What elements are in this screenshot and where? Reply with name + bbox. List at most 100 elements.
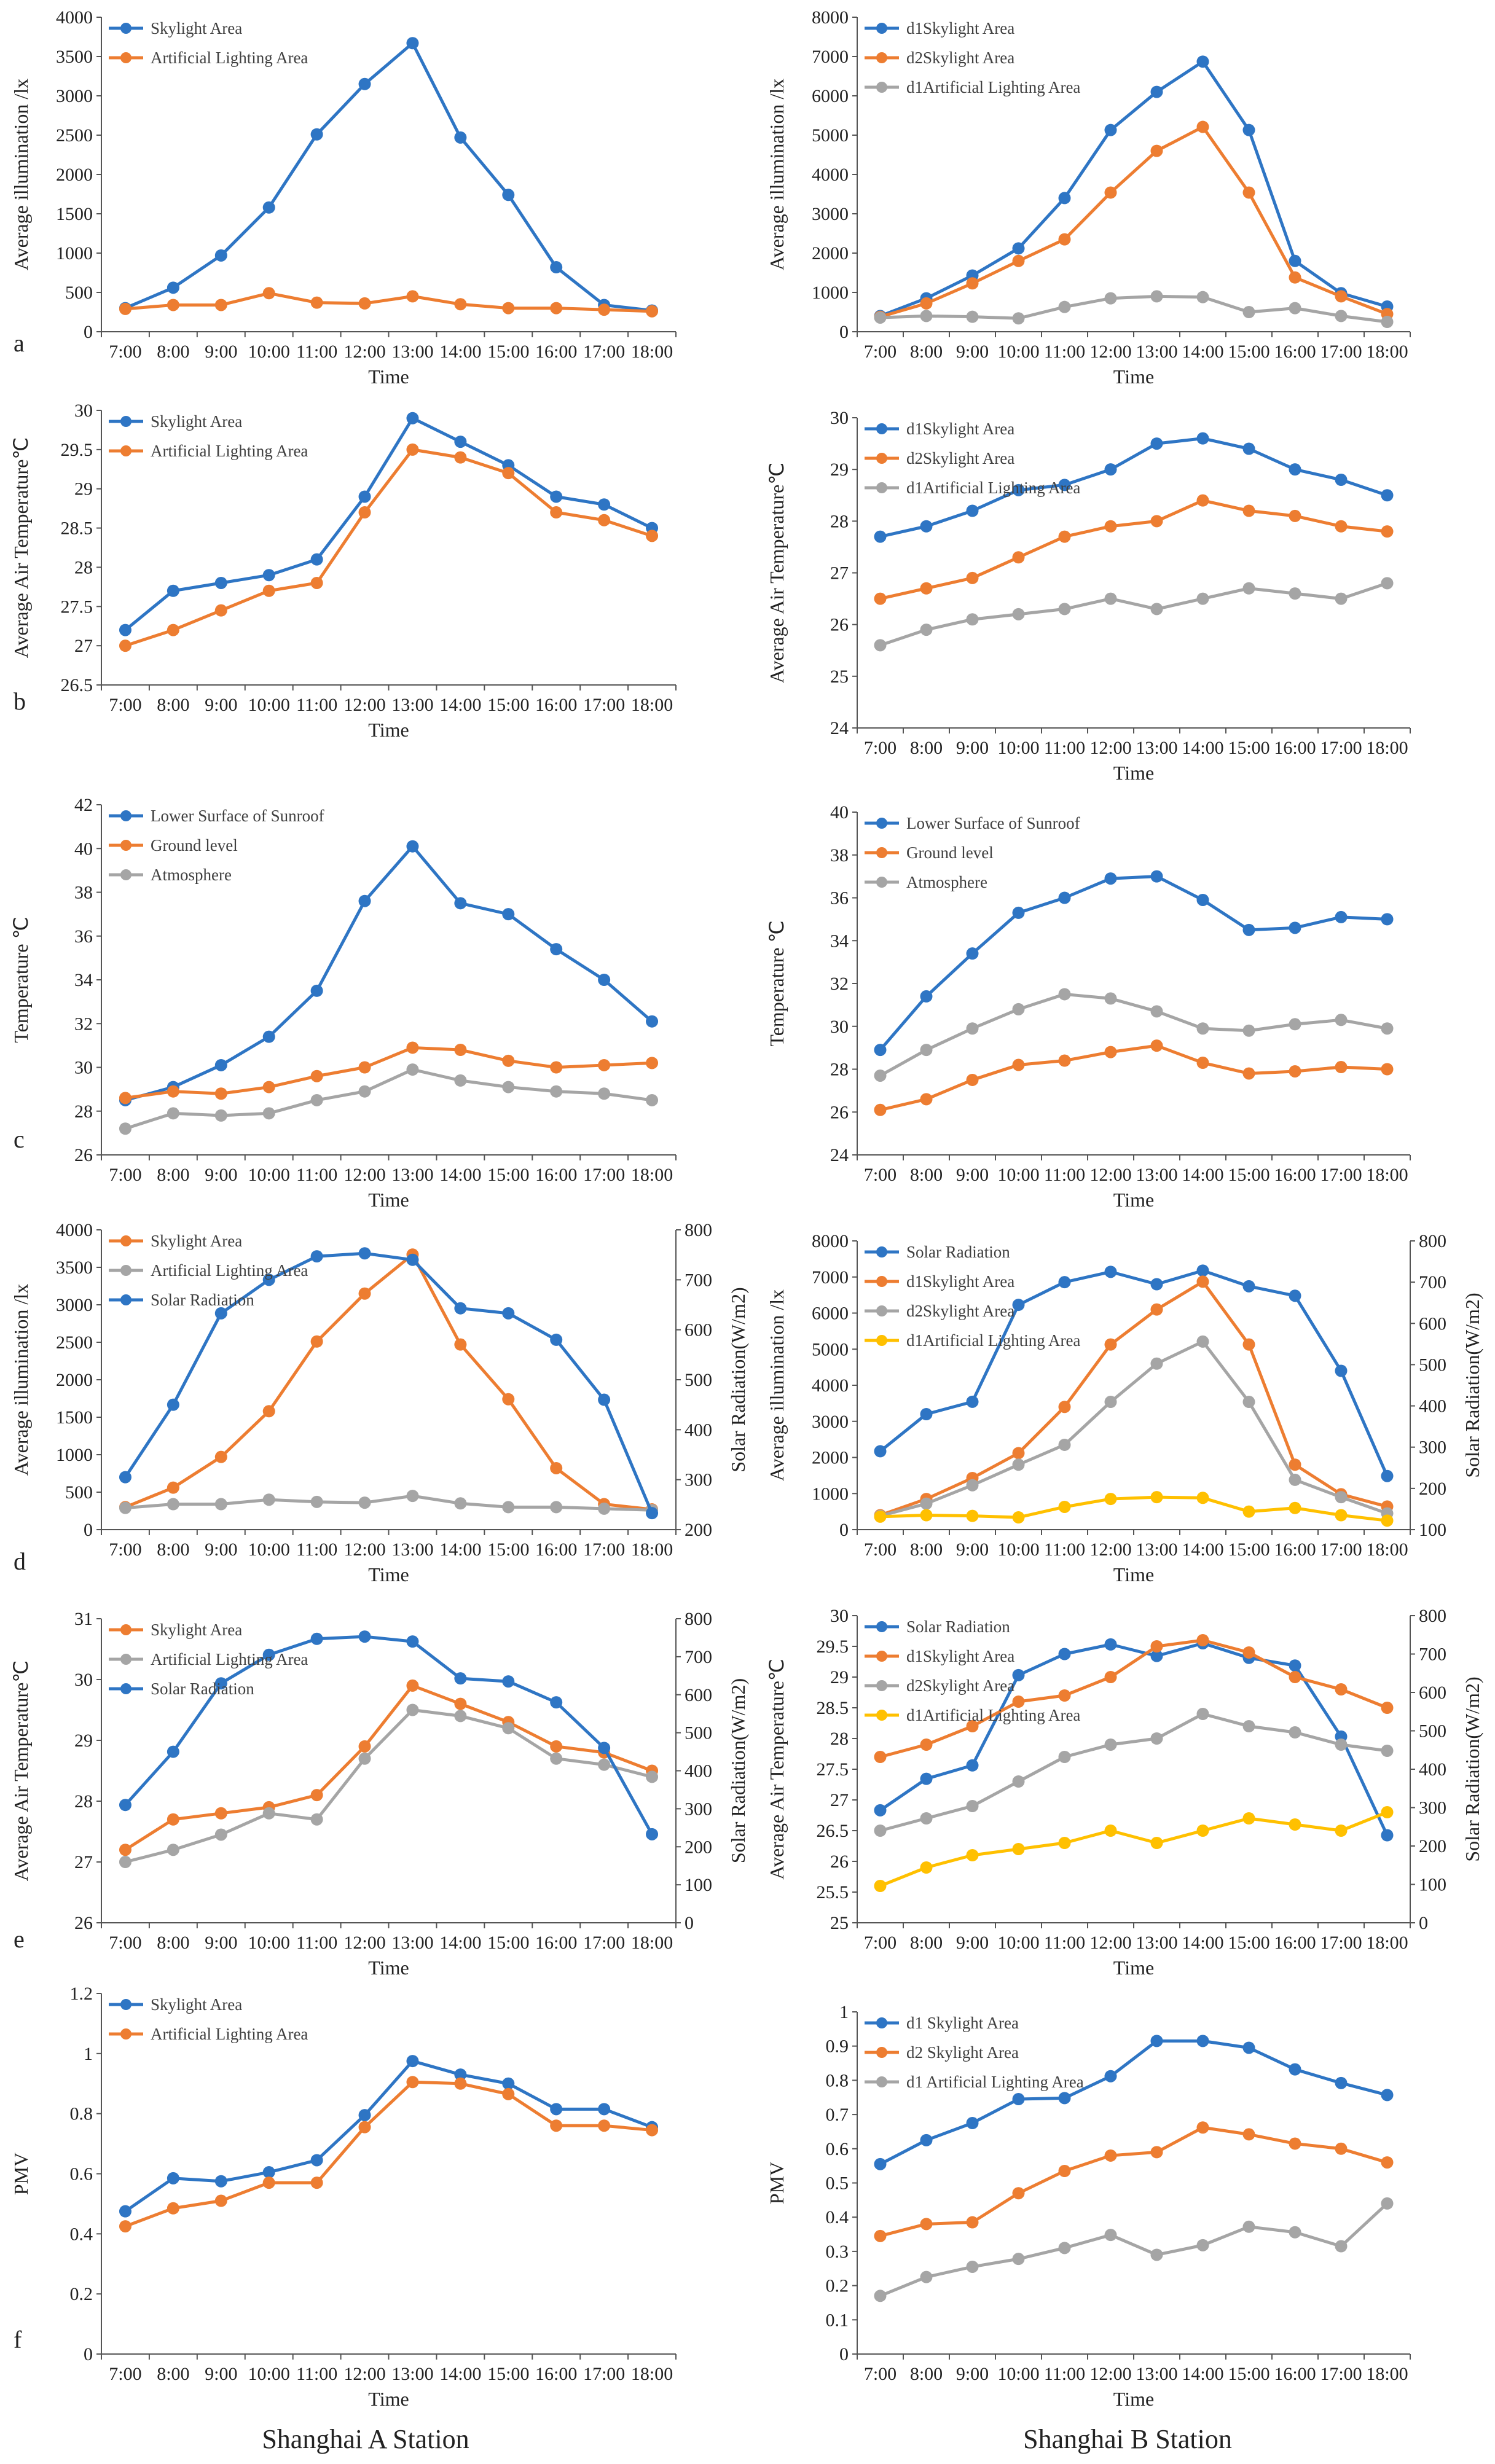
data-point [1196, 2239, 1209, 2251]
x-tick-label: 9:00 [956, 1165, 989, 1185]
data-point [502, 1393, 515, 1406]
y-tick-label: 26 [830, 1852, 849, 1872]
series-line-1 [879, 499, 1387, 601]
data-point [310, 2154, 323, 2167]
data-point [550, 1501, 563, 1514]
x-tick-label: 17:00 [583, 2364, 625, 2384]
data-point [1381, 1514, 1394, 1527]
data-point [1289, 921, 1301, 934]
x-tick-label: 11:00 [296, 1539, 337, 1560]
data-point [1289, 302, 1301, 315]
x-tick-label: 8:00 [910, 738, 943, 758]
y2-tick-label: 400 [685, 1761, 712, 1782]
x-tick-label: 9:00 [956, 738, 989, 758]
x-tick-label: 12:00 [343, 1933, 385, 1953]
x-tick-label: 7:00 [864, 738, 897, 758]
data-point [1150, 603, 1163, 616]
data-point [1381, 1806, 1394, 1818]
legend-marker [876, 23, 887, 34]
x-tick-label: 18:00 [1366, 1165, 1408, 1185]
x-tick-label: 8:00 [157, 342, 189, 362]
x-tick-label: 14:00 [439, 1165, 481, 1185]
legend-marker [876, 877, 887, 888]
data-point [550, 506, 563, 519]
data-point [454, 131, 467, 144]
y-tick-label: 30 [830, 1606, 849, 1626]
y-tick-label: 25 [830, 1913, 849, 1933]
data-point [1242, 1646, 1255, 1659]
data-point [550, 1085, 563, 1098]
data-point [966, 947, 979, 960]
x-tick-label: 17:00 [583, 1539, 625, 1560]
y-tick-label: 4000 [56, 7, 93, 28]
y-tick-label: 500 [65, 1482, 93, 1503]
data-point [1381, 913, 1394, 926]
data-point [1335, 310, 1348, 323]
data-point [119, 1844, 131, 1856]
data-point [1058, 603, 1071, 616]
data-point [119, 624, 131, 636]
data-point [406, 1041, 419, 1054]
data-point [1058, 233, 1071, 246]
y-tick-label: 3000 [56, 1295, 93, 1315]
data-point [1289, 509, 1301, 522]
chart-f-right: 00.10.20.30.40.50.60.70.80.917:00 8:00 9:0… [766, 2002, 1411, 2410]
x-tick-label: 12:00 [343, 2364, 385, 2384]
data-point [1242, 1338, 1255, 1351]
data-point [646, 1093, 659, 1106]
data-point [167, 1498, 179, 1511]
data-point [310, 1335, 323, 1348]
x-tick-label: 18:00 [1366, 2364, 1408, 2384]
y2-tick-label: 0 [1419, 1913, 1428, 1933]
data-point [966, 2260, 979, 2273]
data-point [1242, 1396, 1255, 1409]
x-tick-label: 7:00 [109, 2364, 141, 2384]
x-tick-label: 17:00 [1320, 342, 1362, 362]
series-line-2 [124, 1251, 654, 1514]
data-point [1196, 55, 1209, 68]
data-point [920, 1044, 933, 1057]
x-tick-label: 13:00 [391, 695, 433, 715]
data-point [920, 990, 933, 1003]
data-point [1289, 587, 1301, 600]
data-point [454, 1338, 467, 1351]
data-point [646, 530, 659, 542]
data-point [1058, 1276, 1071, 1289]
data-point [874, 1445, 887, 1458]
data-point [1104, 1493, 1117, 1506]
x-tick-label: 8:00 [157, 1165, 189, 1185]
caption-left: Shanghai A Station [262, 2424, 469, 2454]
legend-marker [876, 847, 887, 858]
data-point [502, 908, 515, 921]
data-point [1196, 1335, 1209, 1348]
data-point [598, 498, 611, 511]
y-tick-label: 42 [74, 795, 93, 815]
data-point [1196, 1825, 1209, 1837]
x-tick-label: 7:00 [109, 695, 141, 715]
x-tick-label: 12:00 [343, 342, 385, 362]
data-point [502, 2077, 515, 2090]
data-point [1012, 1511, 1025, 1524]
y-tick-label: 2000 [56, 1370, 93, 1390]
y2-tick-label: 300 [1419, 1437, 1446, 1458]
data-point [874, 2290, 887, 2302]
series-line-2 [879, 2202, 1389, 2298]
data-point [1058, 2165, 1071, 2178]
data-point [358, 1085, 371, 1098]
data-point [1242, 1812, 1255, 1825]
y-tick-label: 27 [74, 1852, 93, 1872]
data-point [1058, 1648, 1071, 1660]
data-point [167, 1398, 179, 1411]
series-line-2 [879, 1340, 1388, 1518]
y2-axis-title: Solar Radiation(W/m2) [727, 1678, 749, 1863]
data-point [966, 1800, 979, 1812]
x-tick-label: 12:00 [343, 1165, 385, 1185]
data-point [1104, 1046, 1117, 1058]
y-tick-label: 30 [830, 1017, 849, 1037]
y-tick-label: 0.4 [70, 2224, 93, 2244]
data-point [358, 490, 371, 503]
x-tick-label: 8:00 [910, 1539, 943, 1560]
data-point [1058, 1500, 1071, 1513]
data-point [1381, 1829, 1394, 1842]
y-tick-label: 7000 [812, 47, 849, 67]
